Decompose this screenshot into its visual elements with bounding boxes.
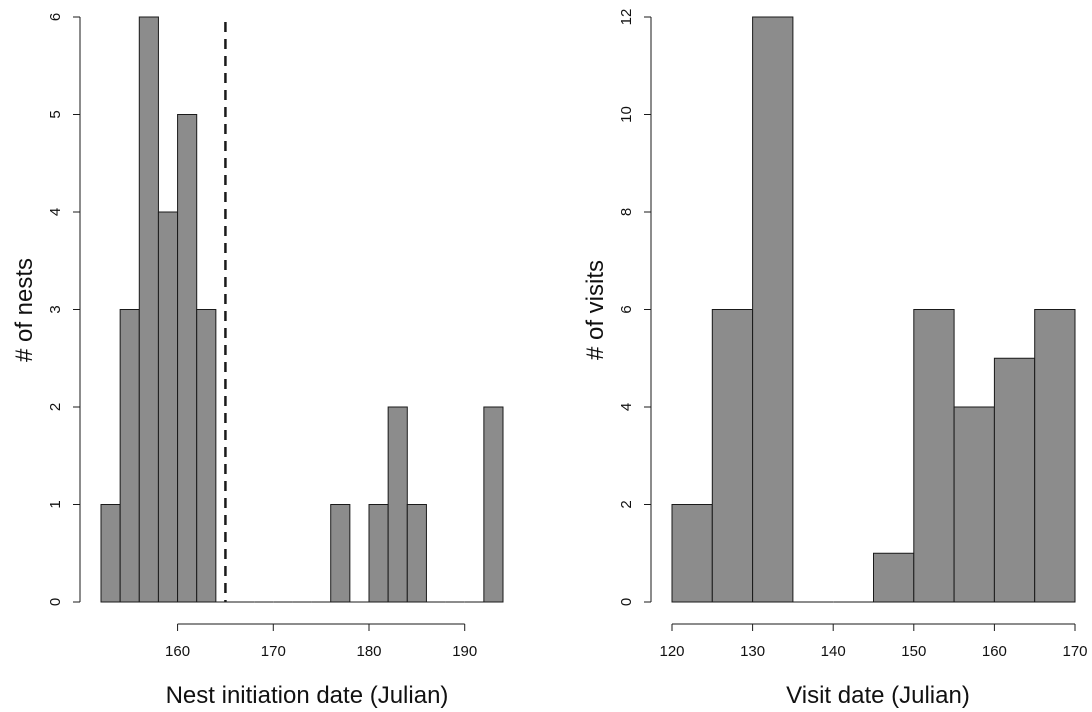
y-tick-label: 0: [47, 598, 64, 606]
y-tick-label: 0: [618, 598, 635, 606]
left-xlabel: Nest initiation date (Julian): [166, 682, 449, 709]
y-tick-label: 2: [618, 500, 635, 508]
x-tick-label: 180: [356, 643, 381, 660]
histogram-bar: [1034, 309, 1076, 603]
histogram-bar: [119, 309, 140, 603]
histogram-bar: [138, 16, 159, 603]
y-tick-label: 3: [47, 305, 64, 313]
histogram-bar: [913, 309, 955, 603]
y-tick-label: 6: [47, 13, 64, 21]
x-tick-label: 150: [901, 643, 926, 660]
histogram-bar: [387, 406, 408, 603]
y-tick-label: 4: [618, 403, 635, 411]
x-tick-label: 160: [982, 643, 1007, 660]
nest-initiation-histogram: # of nests Nest initiation date (Julian)…: [11, 13, 504, 709]
x-tick-label: 140: [821, 643, 846, 660]
x-tick-label: 120: [659, 643, 684, 660]
histogram-bar: [196, 309, 217, 603]
histogram-bar: [157, 211, 179, 603]
left-ylabel: # of nests: [11, 258, 38, 362]
histogram-bar: [177, 114, 198, 603]
histogram-bar: [752, 16, 794, 603]
x-tick-label: 130: [740, 643, 765, 660]
histogram-bar: [368, 504, 389, 603]
histogram-bar: [330, 504, 351, 603]
right-ylabel: # of visits: [582, 260, 609, 360]
y-tick-label: 2: [47, 403, 64, 411]
histogram-bar: [953, 406, 995, 603]
histogram-bar: [711, 309, 754, 603]
histogram-bar: [483, 406, 504, 603]
histogram-bar: [100, 504, 121, 603]
histogram-bar: [873, 552, 915, 603]
histogram-bar: [671, 504, 713, 603]
y-tick-label: 10: [618, 106, 635, 123]
x-tick-label: 190: [452, 643, 477, 660]
x-tick-label: 170: [261, 643, 286, 660]
y-tick-label: 12: [618, 9, 635, 26]
y-tick-label: 6: [618, 305, 635, 313]
visit-date-histogram: # of visits Visit date (Julian) 0 2 4 6 8 10 1…: [582, 9, 1088, 709]
y-tick-label: 4: [47, 208, 64, 216]
y-tick-label: 8: [618, 208, 635, 216]
y-tick-label: 1: [47, 500, 64, 508]
right-xlabel: Visit date (Julian): [786, 682, 970, 709]
histogram-bar: [406, 504, 427, 603]
x-tick-label: 160: [165, 643, 190, 660]
y-tick-label: 5: [47, 110, 64, 118]
x-tick-label: 170: [1062, 643, 1087, 660]
histogram-bar: [993, 357, 1036, 603]
